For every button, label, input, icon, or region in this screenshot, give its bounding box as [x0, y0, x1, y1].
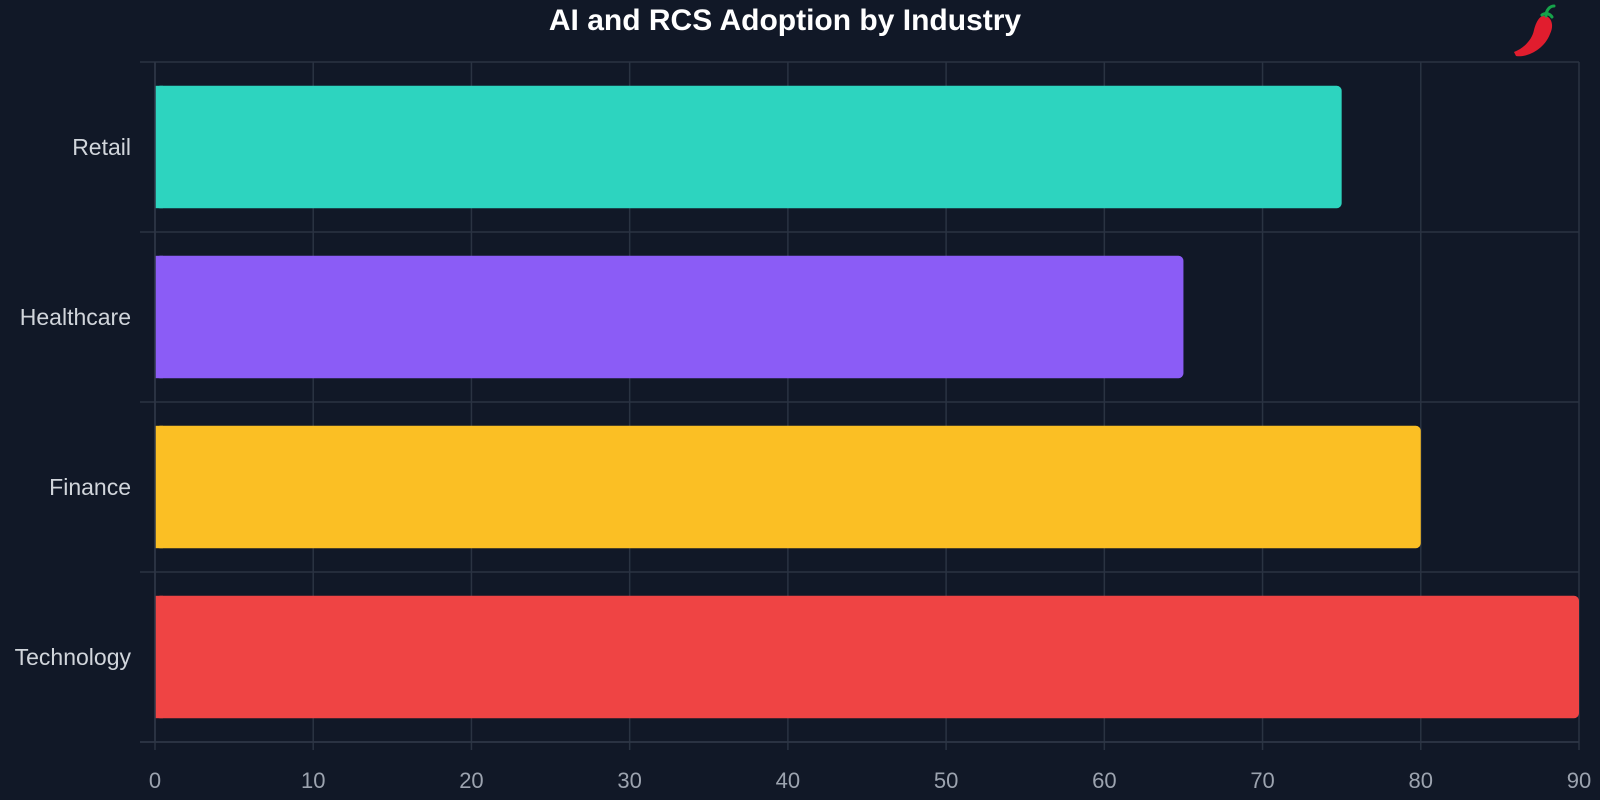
x-tick-label: 60	[1092, 768, 1116, 793]
x-tick-label: 10	[301, 768, 325, 793]
bar-finance	[155, 425, 1421, 549]
bar-technology	[155, 595, 1579, 719]
y-tick-label: Finance	[49, 474, 131, 500]
bar-healthcare-base	[155, 255, 163, 379]
x-tick-label: 20	[459, 768, 483, 793]
bar-retail	[155, 85, 1342, 209]
bar-finance-base	[155, 425, 163, 549]
chart-title: AI and RCS Adoption by Industry	[549, 4, 1022, 37]
axes: 0 10 20 30 40 50 60 70 80 90 Retail Healthcare Finan…	[15, 62, 1591, 793]
y-tick-label: Technology	[15, 644, 132, 670]
y-tick-label: Healthcare	[20, 304, 131, 330]
bar-healthcare	[155, 255, 1184, 379]
x-tick-label: 0	[149, 768, 161, 793]
bars	[155, 85, 1579, 719]
x-tick-label: 40	[776, 768, 800, 793]
bar-technology-base	[155, 595, 163, 719]
y-tick-label: Retail	[72, 134, 131, 160]
x-tick-label: 80	[1409, 768, 1433, 793]
x-tick-label: 50	[934, 768, 958, 793]
bar-retail-base	[155, 85, 163, 209]
x-tick-label: 30	[617, 768, 641, 793]
chili-pepper-icon	[1514, 4, 1556, 57]
x-tick-label: 90	[1567, 768, 1591, 793]
x-tick-label: 70	[1250, 768, 1274, 793]
